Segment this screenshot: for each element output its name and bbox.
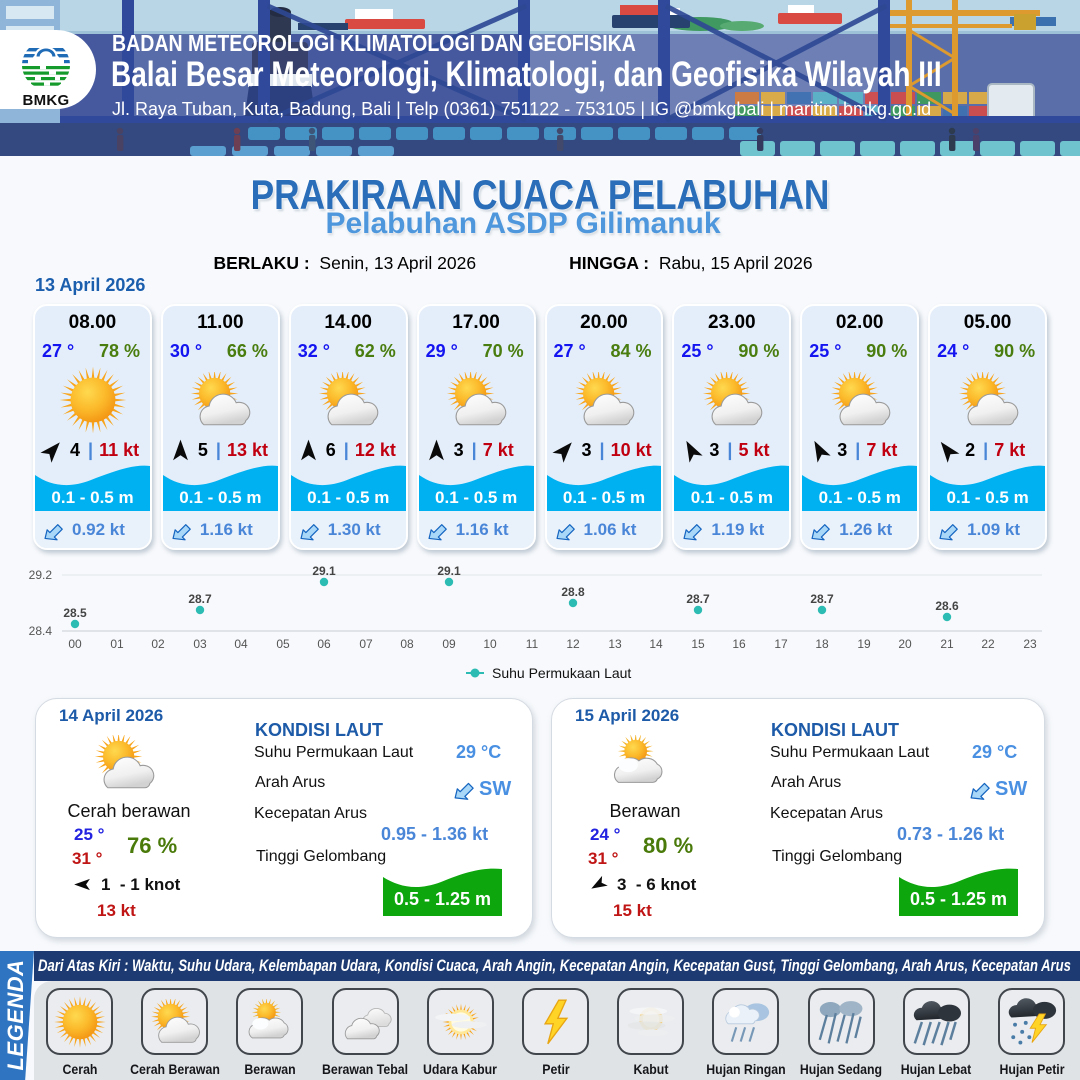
svg-text:08: 08	[400, 637, 414, 651]
svg-text:29.1: 29.1	[437, 564, 461, 578]
svg-text:19: 19	[857, 637, 871, 651]
svg-text:15: 15	[691, 637, 705, 651]
svg-text:18: 18	[815, 637, 829, 651]
svg-text:09: 09	[442, 637, 456, 651]
svg-text:13: 13	[608, 637, 622, 651]
svg-text:02: 02	[151, 637, 165, 651]
svg-text:12: 12	[566, 637, 580, 651]
svg-text:20: 20	[898, 637, 912, 651]
svg-text:17: 17	[774, 637, 788, 651]
svg-text:22: 22	[981, 637, 995, 651]
svg-text:07: 07	[359, 637, 373, 651]
svg-text:10: 10	[483, 637, 497, 651]
svg-text:03: 03	[193, 637, 207, 651]
svg-text:28.7: 28.7	[810, 592, 834, 606]
svg-text:11: 11	[526, 637, 539, 651]
svg-text:28.5: 28.5	[63, 606, 87, 620]
svg-text:16: 16	[732, 637, 746, 651]
svg-text:28.7: 28.7	[686, 592, 710, 606]
svg-text:28.8: 28.8	[561, 585, 585, 599]
svg-text:05: 05	[276, 637, 290, 651]
svg-text:06: 06	[317, 637, 331, 651]
svg-text:01: 01	[110, 637, 124, 651]
svg-text:29.2: 29.2	[29, 568, 53, 582]
svg-text:28.7: 28.7	[188, 592, 212, 606]
svg-text:29.1: 29.1	[312, 564, 336, 578]
svg-text:14: 14	[649, 637, 663, 651]
svg-text:21: 21	[940, 637, 954, 651]
svg-text:00: 00	[68, 637, 82, 651]
svg-text:28.4: 28.4	[29, 624, 53, 638]
svg-text:28.6: 28.6	[935, 599, 959, 613]
svg-text:Suhu Permukaan Laut: Suhu Permukaan Laut	[492, 665, 631, 681]
svg-text:23: 23	[1023, 637, 1037, 651]
svg-text:04: 04	[234, 637, 248, 651]
